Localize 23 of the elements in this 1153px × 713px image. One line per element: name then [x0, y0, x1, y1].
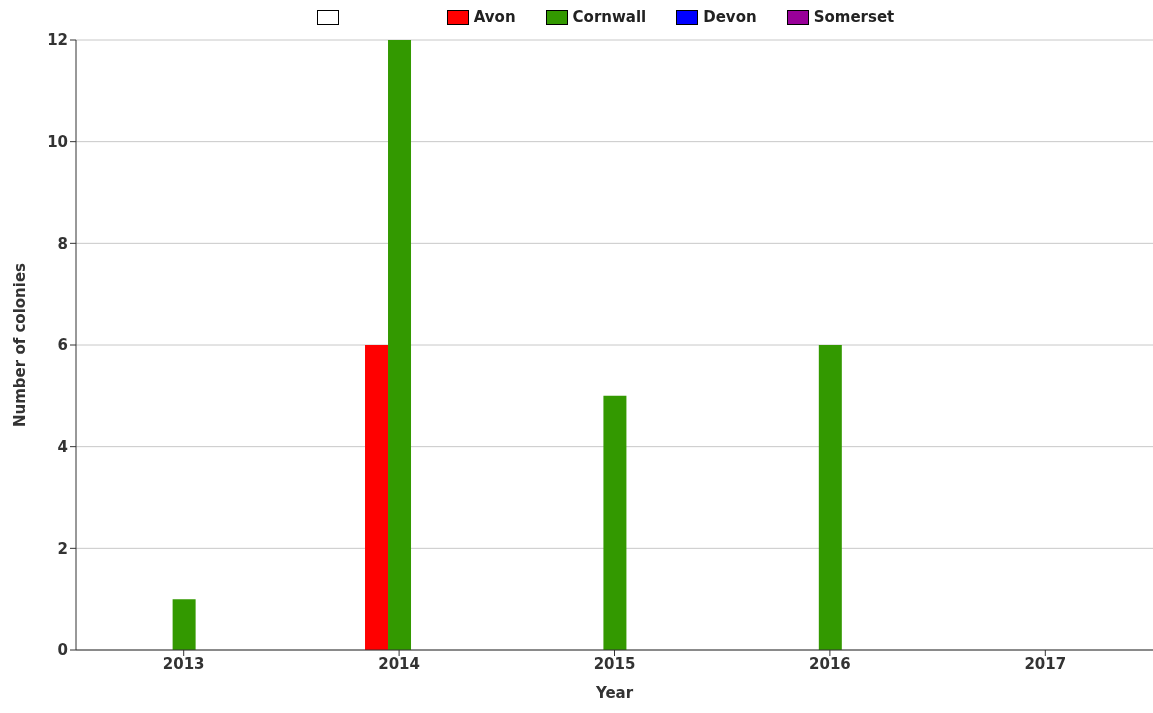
bar [172, 599, 196, 650]
x-tick-label: 2013 [162, 654, 205, 673]
y-axis-title: Number of colonies [11, 262, 30, 428]
legend-label: Avon [473, 8, 516, 26]
legend-label: Somerset [813, 8, 895, 26]
y-tick-label: 10 [47, 132, 68, 151]
bar [388, 40, 412, 650]
legend-label: Devon [703, 8, 757, 26]
x-tick-label: 2015 [593, 654, 636, 673]
bar [818, 345, 842, 650]
legend-label: Cornwall [572, 8, 647, 26]
y-tick-label: 2 [57, 539, 68, 558]
y-tick-label: 12 [47, 31, 68, 50]
x-tick-label: 2016 [809, 654, 851, 673]
y-tick-label: 4 [57, 437, 68, 456]
y-tick-label: 0 [57, 641, 68, 660]
x-tick-label: 2017 [1024, 654, 1067, 673]
y-tick-label: 6 [57, 336, 68, 355]
x-axis-title: Year [594, 684, 634, 702]
bar [365, 345, 389, 650]
y-tick-label: 8 [57, 234, 68, 253]
x-tick-label: 2014 [378, 654, 420, 673]
bar [603, 395, 627, 650]
